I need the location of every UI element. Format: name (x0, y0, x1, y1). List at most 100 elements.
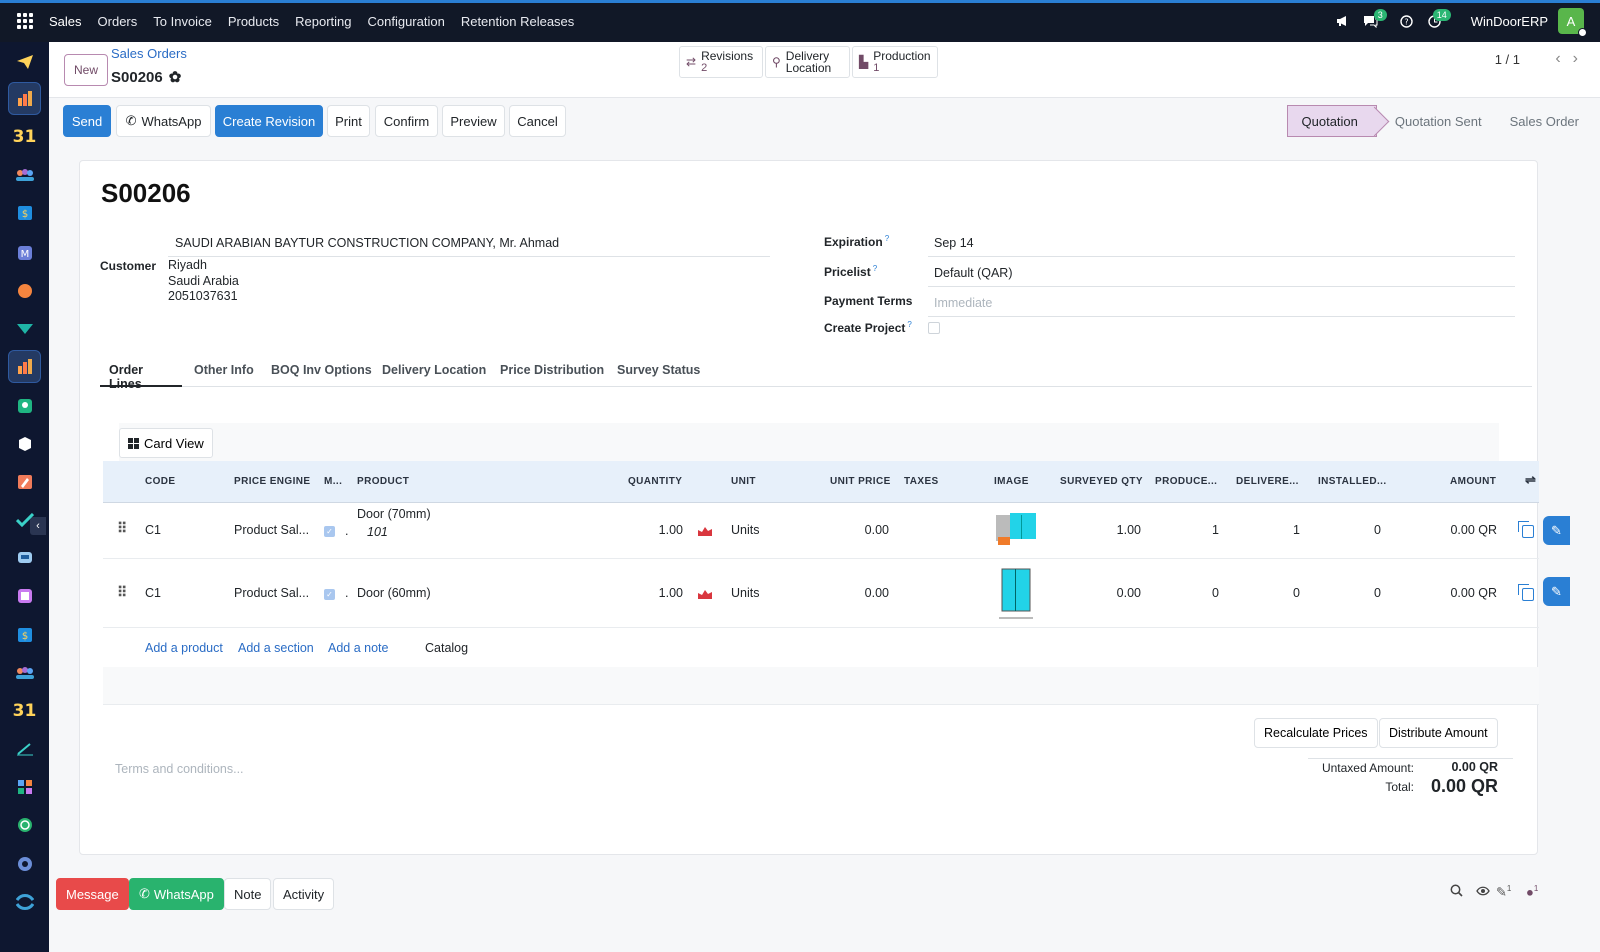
tab-other-info[interactable]: Other Info (194, 363, 254, 377)
card-view-button[interactable]: Card View (119, 428, 213, 458)
helpdesk-icon[interactable] (8, 541, 41, 574)
row-amount[interactable]: 0.00 QR (1450, 586, 1497, 600)
edit-icon[interactable]: ✎ (1543, 516, 1570, 545)
row-checkbox[interactable]: ✓ (324, 589, 335, 600)
app-menu-icon[interactable] (17, 13, 33, 29)
menu-products[interactable]: Products (227, 13, 280, 29)
status-quotation-sent[interactable]: Quotation Sent (1394, 113, 1482, 129)
col-price-engine[interactable]: PRICE ENGINE (234, 476, 311, 487)
whatsapp-button[interactable]: ✆ WhatsApp (116, 105, 211, 137)
help-tooltip-icon[interactable]: ? (872, 264, 878, 273)
col-product[interactable]: PRODUCT (357, 476, 410, 487)
attachment-icon[interactable]: ✎1 (1496, 884, 1512, 900)
drag-handle-icon[interactable]: ⠿ (117, 520, 128, 536)
send-button[interactable]: Send (63, 105, 111, 137)
col-amount[interactable]: AMOUNT (1450, 476, 1497, 487)
row-produced[interactable]: 1 (1212, 523, 1219, 537)
inventory-icon[interactable] (8, 312, 41, 345)
tab-delivery-location[interactable]: Delivery Location (382, 363, 487, 377)
payment-terms-field[interactable]: Immediate (934, 296, 993, 310)
row-code[interactable]: C1 (145, 586, 161, 600)
menu-reporting[interactable]: Reporting (295, 13, 352, 29)
dashboard-icon[interactable] (8, 770, 41, 803)
forecast-chart-icon[interactable] (698, 589, 712, 599)
col-code[interactable]: CODE (145, 476, 176, 487)
calendar-icon[interactable]: 31 (8, 120, 41, 153)
help-tooltip-icon[interactable]: ? (884, 234, 890, 243)
chatter-whatsapp-button[interactable]: ✆ WhatsApp (129, 878, 224, 910)
new-button[interactable]: New (64, 54, 109, 86)
activity-clock-icon[interactable]: 14 (1421, 0, 1451, 42)
delivery-location-smart-button[interactable]: ⚲ Delivery Location (765, 46, 850, 78)
distribute-amount-button[interactable]: Distribute Amount (1379, 718, 1498, 748)
row-checkbox[interactable]: ✓ (324, 526, 335, 537)
col-taxes[interactable]: TAXES (904, 476, 939, 487)
checklist-icon[interactable] (8, 503, 41, 536)
log-note-button[interactable]: Note (224, 878, 272, 910)
production-smart-button[interactable]: ▙ Production 1 (852, 46, 938, 78)
door-image[interactable] (999, 568, 1033, 620)
row-delivered[interactable]: 0 (1293, 586, 1300, 600)
add-note-link[interactable]: Add a note (328, 641, 389, 655)
drag-handle-icon[interactable]: ⠿ (117, 584, 128, 600)
row-surveyed-qty[interactable]: 1.00 (1116, 523, 1141, 537)
chevron-left-icon[interactable]: ‹ (1555, 50, 1561, 67)
odoo-icon[interactable] (8, 885, 41, 918)
add-section-link[interactable]: Add a section (238, 641, 314, 655)
help-icon[interactable]: ? (1393, 0, 1421, 42)
database-name[interactable]: WinDoorERP (1470, 13, 1548, 29)
followers-icon[interactable]: ●1 (1526, 884, 1539, 900)
row-installed[interactable]: 0 (1374, 586, 1381, 600)
menu-orders[interactable]: Orders (97, 13, 138, 29)
row-quantity[interactable]: 1.00 (658, 586, 683, 600)
preview-button[interactable]: Preview (442, 105, 505, 137)
row-delivered[interactable]: 1 (1293, 523, 1300, 537)
copy-icon[interactable] (1518, 584, 1534, 601)
row-installed[interactable]: 0 (1374, 523, 1381, 537)
row-unit-price[interactable]: 0.00 (864, 586, 889, 600)
website-icon[interactable] (8, 847, 41, 880)
row-unit-price[interactable]: 0.00 (864, 523, 889, 537)
activity-button[interactable]: Activity (273, 878, 335, 910)
menu-sales[interactable]: Sales (49, 13, 82, 29)
tab-price-distribution[interactable]: Price Distribution (500, 363, 605, 377)
tab-boq-inv-options[interactable]: BOQ Inv Options (271, 363, 372, 377)
catalog-link[interactable]: Catalog (425, 641, 469, 655)
col-image[interactable]: IMAGE (994, 476, 1029, 487)
sign-icon[interactable] (8, 732, 41, 765)
table-row[interactable]: ⠿ C1 Product Sal... ✓ . Door (70mm) 101 … (103, 503, 1570, 559)
messages-icon[interactable]: 3 (1357, 0, 1387, 42)
chevron-right-icon[interactable]: › (1572, 50, 1578, 67)
row-code[interactable]: C1 (145, 523, 161, 537)
row-product-note[interactable]: 101 (367, 525, 388, 539)
product-icon[interactable] (8, 427, 41, 460)
eye-icon[interactable] (1476, 884, 1490, 899)
send-icon[interactable] (8, 45, 41, 78)
breadcrumb-sales-orders[interactable]: Sales Orders (111, 46, 187, 61)
invoicing-icon[interactable]: $ (8, 196, 41, 229)
confirm-button[interactable]: Confirm (375, 105, 438, 137)
row-price-engine[interactable]: Product Sal... (234, 586, 310, 600)
col-m[interactable]: M... (324, 476, 343, 487)
row-amount[interactable]: 0.00 QR (1450, 523, 1497, 537)
row-price-engine[interactable]: Product Sal... (234, 523, 310, 537)
col-quantity[interactable]: QUANTITY (628, 476, 683, 487)
revisions-smart-button[interactable]: ⇄ Revisions 2 (679, 46, 763, 78)
row-quantity[interactable]: 1.00 (658, 523, 683, 537)
status-sales-order[interactable]: Sales Order (1509, 113, 1579, 129)
row-surveyed-qty[interactable]: 0.00 (1116, 586, 1141, 600)
recalculate-prices-button[interactable]: Recalculate Prices (1254, 718, 1378, 748)
tab-survey-status[interactable]: Survey Status (617, 363, 701, 377)
door-image[interactable] (996, 513, 1036, 547)
row-product[interactable]: Door (70mm) (357, 507, 431, 521)
forecast-chart-icon[interactable] (698, 526, 712, 536)
terms-conditions-field[interactable]: Terms and conditions... (115, 762, 244, 776)
package-icon[interactable] (8, 579, 41, 612)
row-product[interactable]: Door (60mm) (357, 586, 431, 600)
menu-to-invoice[interactable]: To Invoice (153, 13, 212, 29)
user-avatar[interactable]: A (1558, 8, 1587, 37)
edit-icon[interactable]: ✎ (1543, 577, 1570, 606)
sales-icon[interactable] (8, 350, 41, 383)
mail-icon[interactable]: M (8, 236, 41, 269)
optional-columns-icon[interactable]: ⇌ (1525, 472, 1537, 487)
